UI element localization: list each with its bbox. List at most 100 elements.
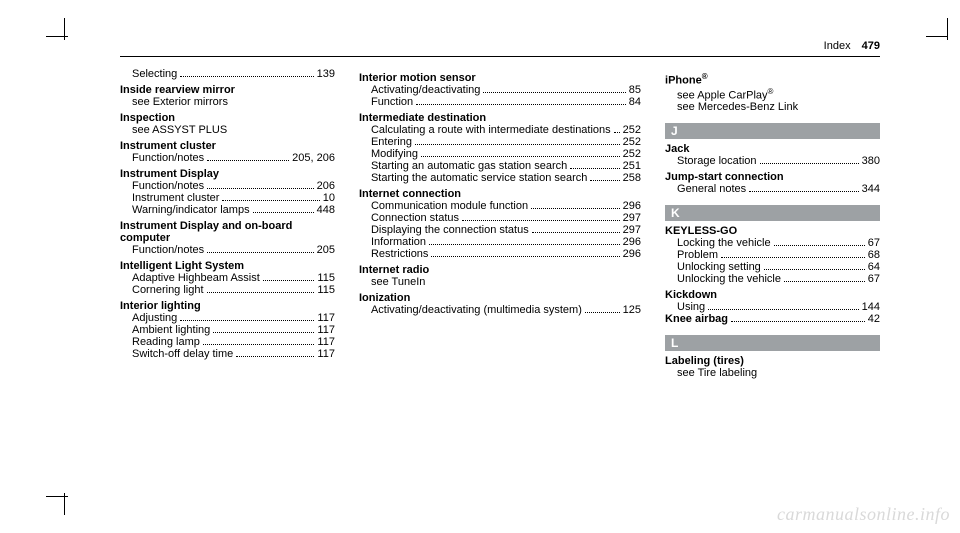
index-columns: Selecting 139 Inside rearview mirrorsee Ex… xyxy=(120,68,880,379)
index-entry-page: 84 xyxy=(629,96,641,108)
index-entry: Switch-off delay time 117 xyxy=(120,348,335,360)
crop-mark-tr xyxy=(926,18,948,40)
index-entry: Function84 xyxy=(359,96,641,108)
leader-dots xyxy=(207,160,289,161)
index-entry-page: 139 xyxy=(317,68,335,80)
index-entry: Starting an automatic gas station search… xyxy=(359,160,641,172)
header-label: Index xyxy=(824,40,851,52)
index-entry: Storage location380 xyxy=(665,155,880,167)
index-entry: Calculating a route with intermediate de… xyxy=(359,124,641,136)
index-entry-page: 117 xyxy=(317,348,335,360)
index-entry-label: Adaptive Highbeam Assist xyxy=(132,272,260,284)
index-entry: Knee airbag42 xyxy=(665,313,880,325)
index-topic: Instrument Display xyxy=(120,168,335,180)
index-entry: Cornering light115 xyxy=(120,284,335,296)
index-entry-page: 205, 206 xyxy=(292,152,335,164)
index-entry-label: Adjusting xyxy=(132,312,177,324)
index-entry: Function/notes 206 xyxy=(120,180,335,192)
leader-dots xyxy=(180,76,313,77)
index-entry: Activating/deactivating (multimedia syst… xyxy=(359,304,641,316)
index-entry-page: 252 xyxy=(623,124,641,136)
leader-dots xyxy=(749,191,859,192)
index-entry: Adjusting 117 xyxy=(120,312,335,324)
leader-dots xyxy=(760,163,859,164)
leader-dots xyxy=(431,256,619,257)
index-entry-label: Information xyxy=(371,236,426,248)
index-entry-label: Function/notes xyxy=(132,244,204,256)
index-entry-label: Unlocking the vehicle xyxy=(677,273,781,285)
index-entry-label: Modifying xyxy=(371,148,418,160)
index-entry-label: General notes xyxy=(677,183,746,195)
index-entry: Instrument cluster10 xyxy=(120,192,335,204)
index-entry-page: 380 xyxy=(862,155,880,167)
index-topic: Interior lighting xyxy=(120,300,335,312)
index-entry: Ambient lighting117 xyxy=(120,324,335,336)
index-entry: General notes344 xyxy=(665,183,880,195)
index-entry: Communication module function296 xyxy=(359,200,641,212)
index-entry-label: Switch-off delay time xyxy=(132,348,233,360)
index-see-reference: see ASSYST PLUS xyxy=(120,124,335,136)
index-topic: Intelligent Light System xyxy=(120,260,335,272)
leader-dots xyxy=(708,309,858,310)
index-entry: Function/notes205 xyxy=(120,244,335,256)
leader-dots xyxy=(462,220,620,221)
index-entry-page: 125 xyxy=(623,304,641,316)
index-entry-label: Displaying the connection status xyxy=(371,224,529,236)
index-entry-label: Locking the vehicle xyxy=(677,237,771,249)
index-entry: Starting the automatic service station s… xyxy=(359,172,641,184)
index-entry-page: 117 xyxy=(317,336,335,348)
index-entry: Function/notes205, 206 xyxy=(120,152,335,164)
index-entry-page: 296 xyxy=(623,236,641,248)
index-column-2: Interior motion sensorActivating/deactiv… xyxy=(359,68,641,379)
index-see-reference: see Tire labeling xyxy=(665,367,880,379)
leader-dots xyxy=(721,257,865,258)
index-entry-label: Problem xyxy=(677,249,718,261)
leader-dots xyxy=(180,320,314,321)
watermark: carmanualsonline.info xyxy=(777,504,950,525)
index-entry-label: Starting an automatic gas station search xyxy=(371,160,567,172)
index-topic: Inside rearview mirror xyxy=(120,84,335,96)
section-letter: L xyxy=(665,335,880,351)
index-entry-label: Ambient lighting xyxy=(132,324,210,336)
leader-dots xyxy=(222,200,319,201)
index-entry: Unlocking the vehicle 67 xyxy=(665,273,880,285)
leader-dots xyxy=(421,156,620,157)
index-column-3: iPhone®see Apple CarPlay®see Mercedes-Be… xyxy=(665,68,880,379)
leader-dots xyxy=(213,332,314,333)
index-entry-label: Unlocking setting xyxy=(677,261,761,273)
index-entry: Adaptive Highbeam Assist115 xyxy=(120,272,335,284)
index-column-1: Selecting 139 Inside rearview mirrorsee Ex… xyxy=(120,68,335,379)
section-letter: J xyxy=(665,123,880,139)
index-entry-page: 252 xyxy=(623,148,641,160)
index-entry-page: 117 xyxy=(317,312,335,324)
index-entry: Information 296 xyxy=(359,236,641,248)
index-topic: iPhone® xyxy=(665,72,880,87)
index-entry-label: Activating/deactivating xyxy=(371,84,480,96)
index-entry-page: 144 xyxy=(862,301,880,313)
index-entry-label: Entering xyxy=(371,136,412,148)
index-entry: Activating/deactivating 85 xyxy=(359,84,641,96)
index-entry-page: 67 xyxy=(868,237,880,249)
index-topic: Inspection xyxy=(120,112,335,124)
index-topic: Labeling (tires) xyxy=(665,355,880,367)
leader-dots xyxy=(236,356,314,357)
index-entry-label: Connection status xyxy=(371,212,459,224)
index-see-reference: see Exterior mirrors xyxy=(120,96,335,108)
index-entry-page: 206 xyxy=(317,180,335,192)
index-see-reference: see TuneIn xyxy=(359,276,641,288)
index-entry-label: Selecting xyxy=(132,68,177,80)
index-entry-label: Restrictions xyxy=(371,248,428,260)
index-entry-page: 85 xyxy=(629,84,641,96)
index-entry-label: Function/notes xyxy=(132,180,204,192)
header-rule xyxy=(120,56,880,57)
index-topic: Ionization xyxy=(359,292,641,304)
leader-dots xyxy=(614,132,620,133)
index-topic: Intermediate destination xyxy=(359,112,641,124)
index-topic: Jack xyxy=(665,143,880,155)
index-topic: Jump-start connection xyxy=(665,171,880,183)
index-entry-page: 67 xyxy=(868,273,880,285)
index-entry-page: 64 xyxy=(868,261,880,273)
leader-dots xyxy=(731,321,865,322)
header-page-number: 479 xyxy=(862,40,880,52)
index-topic: Internet radio xyxy=(359,264,641,276)
